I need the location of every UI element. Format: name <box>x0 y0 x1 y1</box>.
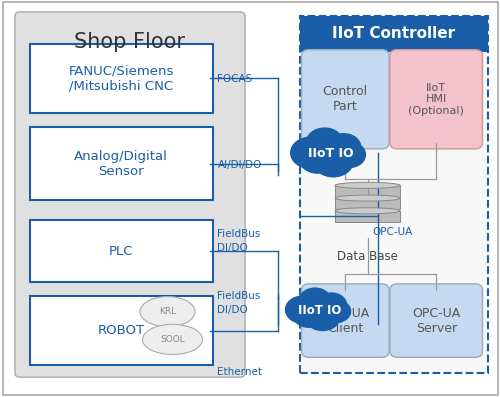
Text: Control
Part: Control Part <box>322 85 368 113</box>
Text: IIoT IO: IIoT IO <box>298 304 342 317</box>
FancyBboxPatch shape <box>390 50 482 149</box>
Circle shape <box>306 128 343 157</box>
Circle shape <box>300 146 334 173</box>
Ellipse shape <box>142 324 203 355</box>
FancyBboxPatch shape <box>300 16 488 373</box>
Circle shape <box>313 145 354 177</box>
Circle shape <box>305 303 340 330</box>
Bar <box>335 198 400 209</box>
FancyBboxPatch shape <box>302 284 389 357</box>
Text: Ethernet: Ethernet <box>218 367 262 378</box>
FancyBboxPatch shape <box>15 12 245 377</box>
Text: SOOL: SOOL <box>160 335 185 344</box>
Text: OPC-UA: OPC-UA <box>372 227 413 237</box>
Text: FieldBus: FieldBus <box>218 291 261 301</box>
Text: OPC-UA
Server: OPC-UA Server <box>412 306 461 335</box>
Text: OPC-UA
Client: OPC-UA Client <box>321 306 370 335</box>
Text: IIoT
HMI
(Optional): IIoT HMI (Optional) <box>408 83 464 116</box>
Text: IIoT IO: IIoT IO <box>308 147 353 160</box>
Circle shape <box>322 300 350 322</box>
Circle shape <box>286 296 320 323</box>
Circle shape <box>316 293 346 317</box>
Text: PLC: PLC <box>109 245 134 258</box>
Text: Analog/Digital
Sensor: Analog/Digital Sensor <box>74 150 168 178</box>
FancyBboxPatch shape <box>30 296 212 365</box>
Text: FANUC/Siemens
/Mitsubishi CNC: FANUC/Siemens /Mitsubishi CNC <box>68 64 174 93</box>
Text: FOCAS: FOCAS <box>218 74 253 85</box>
FancyBboxPatch shape <box>302 50 389 149</box>
Text: Shop Floor: Shop Floor <box>74 32 186 52</box>
FancyBboxPatch shape <box>30 44 212 113</box>
Circle shape <box>326 134 361 161</box>
Ellipse shape <box>335 195 400 201</box>
Ellipse shape <box>335 182 400 189</box>
Ellipse shape <box>140 297 195 327</box>
Text: KRL: KRL <box>159 307 176 316</box>
Circle shape <box>294 303 324 327</box>
Text: FieldBus: FieldBus <box>218 229 261 239</box>
Text: ROBOT: ROBOT <box>98 324 145 337</box>
Text: DI/DO: DI/DO <box>218 243 248 253</box>
Text: AI/DI/DO: AI/DI/DO <box>218 160 262 170</box>
Bar <box>300 16 488 52</box>
Circle shape <box>290 137 330 168</box>
FancyBboxPatch shape <box>30 220 212 282</box>
Circle shape <box>299 288 331 314</box>
Bar <box>335 211 400 222</box>
Bar <box>335 185 400 197</box>
Ellipse shape <box>335 208 400 214</box>
FancyBboxPatch shape <box>390 284 482 357</box>
Text: DI/DO: DI/DO <box>218 304 248 315</box>
Text: Data Base: Data Base <box>337 250 398 262</box>
FancyBboxPatch shape <box>30 127 212 200</box>
Circle shape <box>333 142 366 168</box>
Text: IIoT Controller: IIoT Controller <box>332 26 456 41</box>
